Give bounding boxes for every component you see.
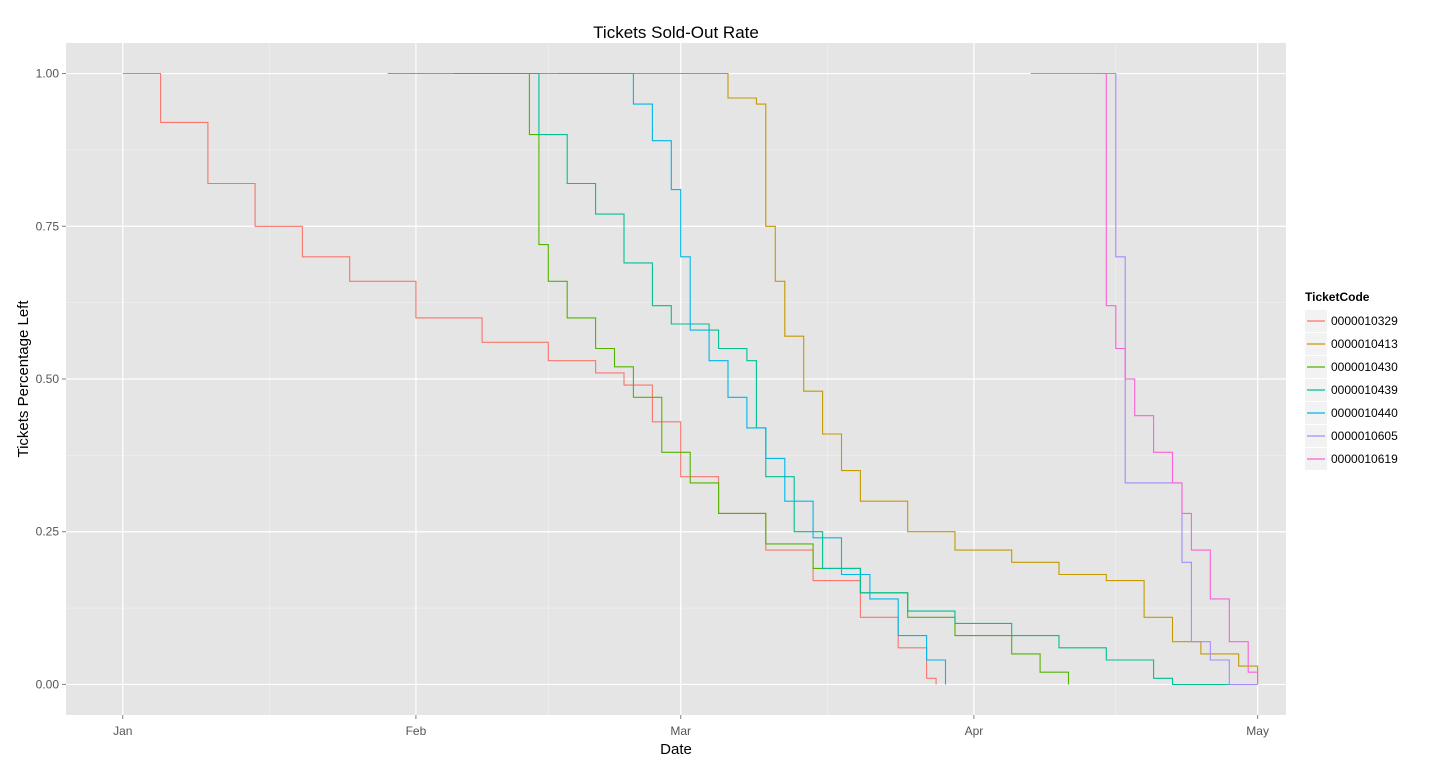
legend-title: TicketCode: [1305, 290, 1370, 304]
series-line-0000010413: [387, 72, 1259, 685]
legend-label: 0000010413: [1331, 337, 1398, 351]
x-tick-label: May: [1246, 724, 1269, 738]
chart-title: Tickets Sold-Out Rate: [593, 23, 759, 42]
series-line-0000010430: [453, 72, 1070, 685]
series-lines: [122, 72, 1259, 686]
x-tick-label: Apr: [965, 724, 984, 738]
legend: TicketCode 0000010329 0000010413 000001043…: [1305, 290, 1398, 470]
series-line-0000010329: [122, 72, 937, 685]
y-tick-label: 0.00: [36, 677, 60, 691]
legend-label: 0000010439: [1331, 383, 1398, 397]
series-line-0000010619: [1096, 72, 1259, 685]
x-tick-label: Jan: [113, 724, 132, 738]
x-axis-ticks: Jan Feb Mar Apr May: [113, 715, 1269, 738]
y-tick-label: 0.75: [36, 219, 60, 233]
legend-label: 0000010329: [1331, 314, 1398, 328]
x-tick-label: Mar: [670, 724, 691, 738]
legend-label: 0000010440: [1331, 406, 1398, 420]
legend-label: 0000010430: [1331, 360, 1398, 374]
y-axis-ticks: 0.00 0.25 0.50 0.75 1.00: [36, 67, 66, 691]
series-line-0000010440: [557, 72, 947, 685]
series-line-0000010605: [1030, 72, 1258, 686]
legend-label: 0000010605: [1331, 429, 1398, 443]
y-tick-label: 0.25: [36, 525, 60, 539]
y-tick-label: 0.50: [36, 372, 60, 386]
y-axis-title: Tickets Percentage Left: [15, 300, 32, 458]
major-gridlines: [66, 43, 1286, 715]
x-tick-label: Feb: [406, 724, 427, 738]
legend-label: 0000010619: [1331, 452, 1398, 466]
y-tick-label: 1.00: [36, 67, 60, 81]
x-axis-title: Date: [660, 741, 692, 758]
